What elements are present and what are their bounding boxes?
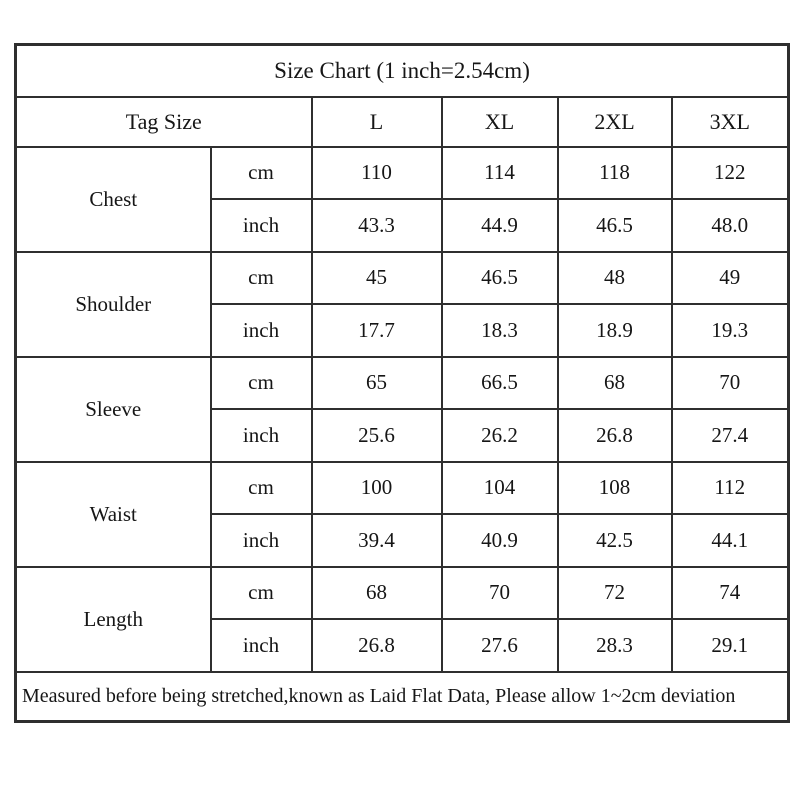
- value-cell: 40.9: [440, 513, 559, 568]
- value-cell: 43.3: [310, 198, 443, 253]
- value-cell: 44.1: [670, 513, 790, 568]
- value-cell: 44.9: [440, 198, 559, 253]
- measurement-label-chest: Chest: [14, 145, 212, 253]
- unit-label-inch: inch: [209, 408, 313, 463]
- size-chart-container: Size Chart (1 inch=2.54cm) Tag Size L XL…: [14, 43, 791, 723]
- unit-label-cm: cm: [209, 250, 313, 305]
- table-row-waist-cm: Waist cm 100 104 108 112: [14, 460, 790, 568]
- table-row-waist-inch: inch 39.4 40.9 42.5 44.1: [16, 513, 790, 568]
- value-cell: 29.1: [670, 618, 790, 673]
- table-header-row: Tag Size L XL 2XL 3XL: [14, 95, 790, 148]
- value-cell: 45: [310, 250, 443, 305]
- table-footer-row: Measured before being stretched,known as…: [14, 670, 790, 723]
- table-row-chest-cm: Chest cm 110 114 118 122: [14, 145, 790, 253]
- measurement-label-length: Length: [14, 565, 212, 673]
- unit-label-cm: cm: [209, 145, 313, 200]
- value-cell: 26.8: [310, 618, 443, 673]
- value-cell: 49: [670, 250, 790, 305]
- unit-label-inch: inch: [209, 198, 313, 253]
- value-cell: 110: [310, 145, 443, 200]
- table-row-length-cm: Length cm 68 70 72 74: [14, 565, 790, 673]
- measurement-label-shoulder: Shoulder: [14, 250, 212, 358]
- value-cell: 25.6: [310, 408, 443, 463]
- value-cell: 72: [556, 565, 673, 620]
- table-row-length-inch: inch 26.8 27.6 28.3 29.1: [16, 618, 790, 673]
- value-cell: 27.4: [670, 408, 790, 463]
- value-cell: 26.8: [556, 408, 673, 463]
- value-cell: 42.5: [556, 513, 673, 568]
- value-cell: 74: [670, 565, 790, 620]
- table-row-shoulder-inch: inch 17.7 18.3 18.9 19.3: [16, 303, 790, 358]
- table-row-sleeve-inch: inch 25.6 26.2 26.8 27.4: [16, 408, 790, 463]
- table-row-sleeve-cm: Sleeve cm 65 66.5 68 70: [14, 355, 790, 463]
- value-cell: 18.9: [556, 303, 673, 358]
- value-cell: 65: [310, 355, 443, 410]
- unit-label-inch: inch: [209, 513, 313, 568]
- value-cell: 112: [670, 460, 790, 515]
- size-column-header-2xl: 2XL: [556, 95, 673, 148]
- unit-label-cm: cm: [209, 460, 313, 515]
- value-cell: 46.5: [556, 198, 673, 253]
- measurement-label-sleeve: Sleeve: [14, 355, 212, 463]
- size-column-header-l: L: [310, 95, 443, 148]
- footnote: Measured before being stretched,known as…: [14, 670, 790, 723]
- measurement-label-waist: Waist: [14, 460, 212, 568]
- size-column-header-3xl: 3XL: [670, 95, 790, 148]
- value-cell: 26.2: [440, 408, 559, 463]
- table-row-shoulder-cm: Shoulder cm 45 46.5 48 49: [14, 250, 790, 358]
- value-cell: 70: [670, 355, 790, 410]
- value-cell: 100: [310, 460, 443, 515]
- value-cell: 18.3: [440, 303, 559, 358]
- value-cell: 118: [556, 145, 673, 200]
- value-cell: 27.6: [440, 618, 559, 673]
- unit-label-cm: cm: [209, 565, 313, 620]
- size-column-header-xl: XL: [440, 95, 559, 148]
- value-cell: 28.3: [556, 618, 673, 673]
- tag-size-header: Tag Size: [14, 95, 313, 148]
- value-cell: 104: [440, 460, 559, 515]
- value-cell: 68: [310, 565, 443, 620]
- unit-label-inch: inch: [209, 618, 313, 673]
- table-row-chest-inch: inch 43.3 44.9 46.5 48.0: [16, 198, 790, 253]
- value-cell: 122: [670, 145, 790, 200]
- value-cell: 108: [556, 460, 673, 515]
- value-cell: 19.3: [670, 303, 790, 358]
- value-cell: 66.5: [440, 355, 559, 410]
- unit-label-inch: inch: [209, 303, 313, 358]
- value-cell: 48: [556, 250, 673, 305]
- value-cell: 68: [556, 355, 673, 410]
- chart-title: Size Chart (1 inch=2.54cm): [14, 43, 790, 98]
- value-cell: 48.0: [670, 198, 790, 253]
- value-cell: 70: [440, 565, 559, 620]
- unit-label-cm: cm: [209, 355, 313, 410]
- value-cell: 46.5: [440, 250, 559, 305]
- value-cell: 17.7: [310, 303, 443, 358]
- value-cell: 114: [440, 145, 559, 200]
- value-cell: 39.4: [310, 513, 443, 568]
- table-title-row: Size Chart (1 inch=2.54cm): [14, 43, 790, 98]
- size-chart-table: Size Chart (1 inch=2.54cm) Tag Size L XL…: [14, 43, 791, 723]
